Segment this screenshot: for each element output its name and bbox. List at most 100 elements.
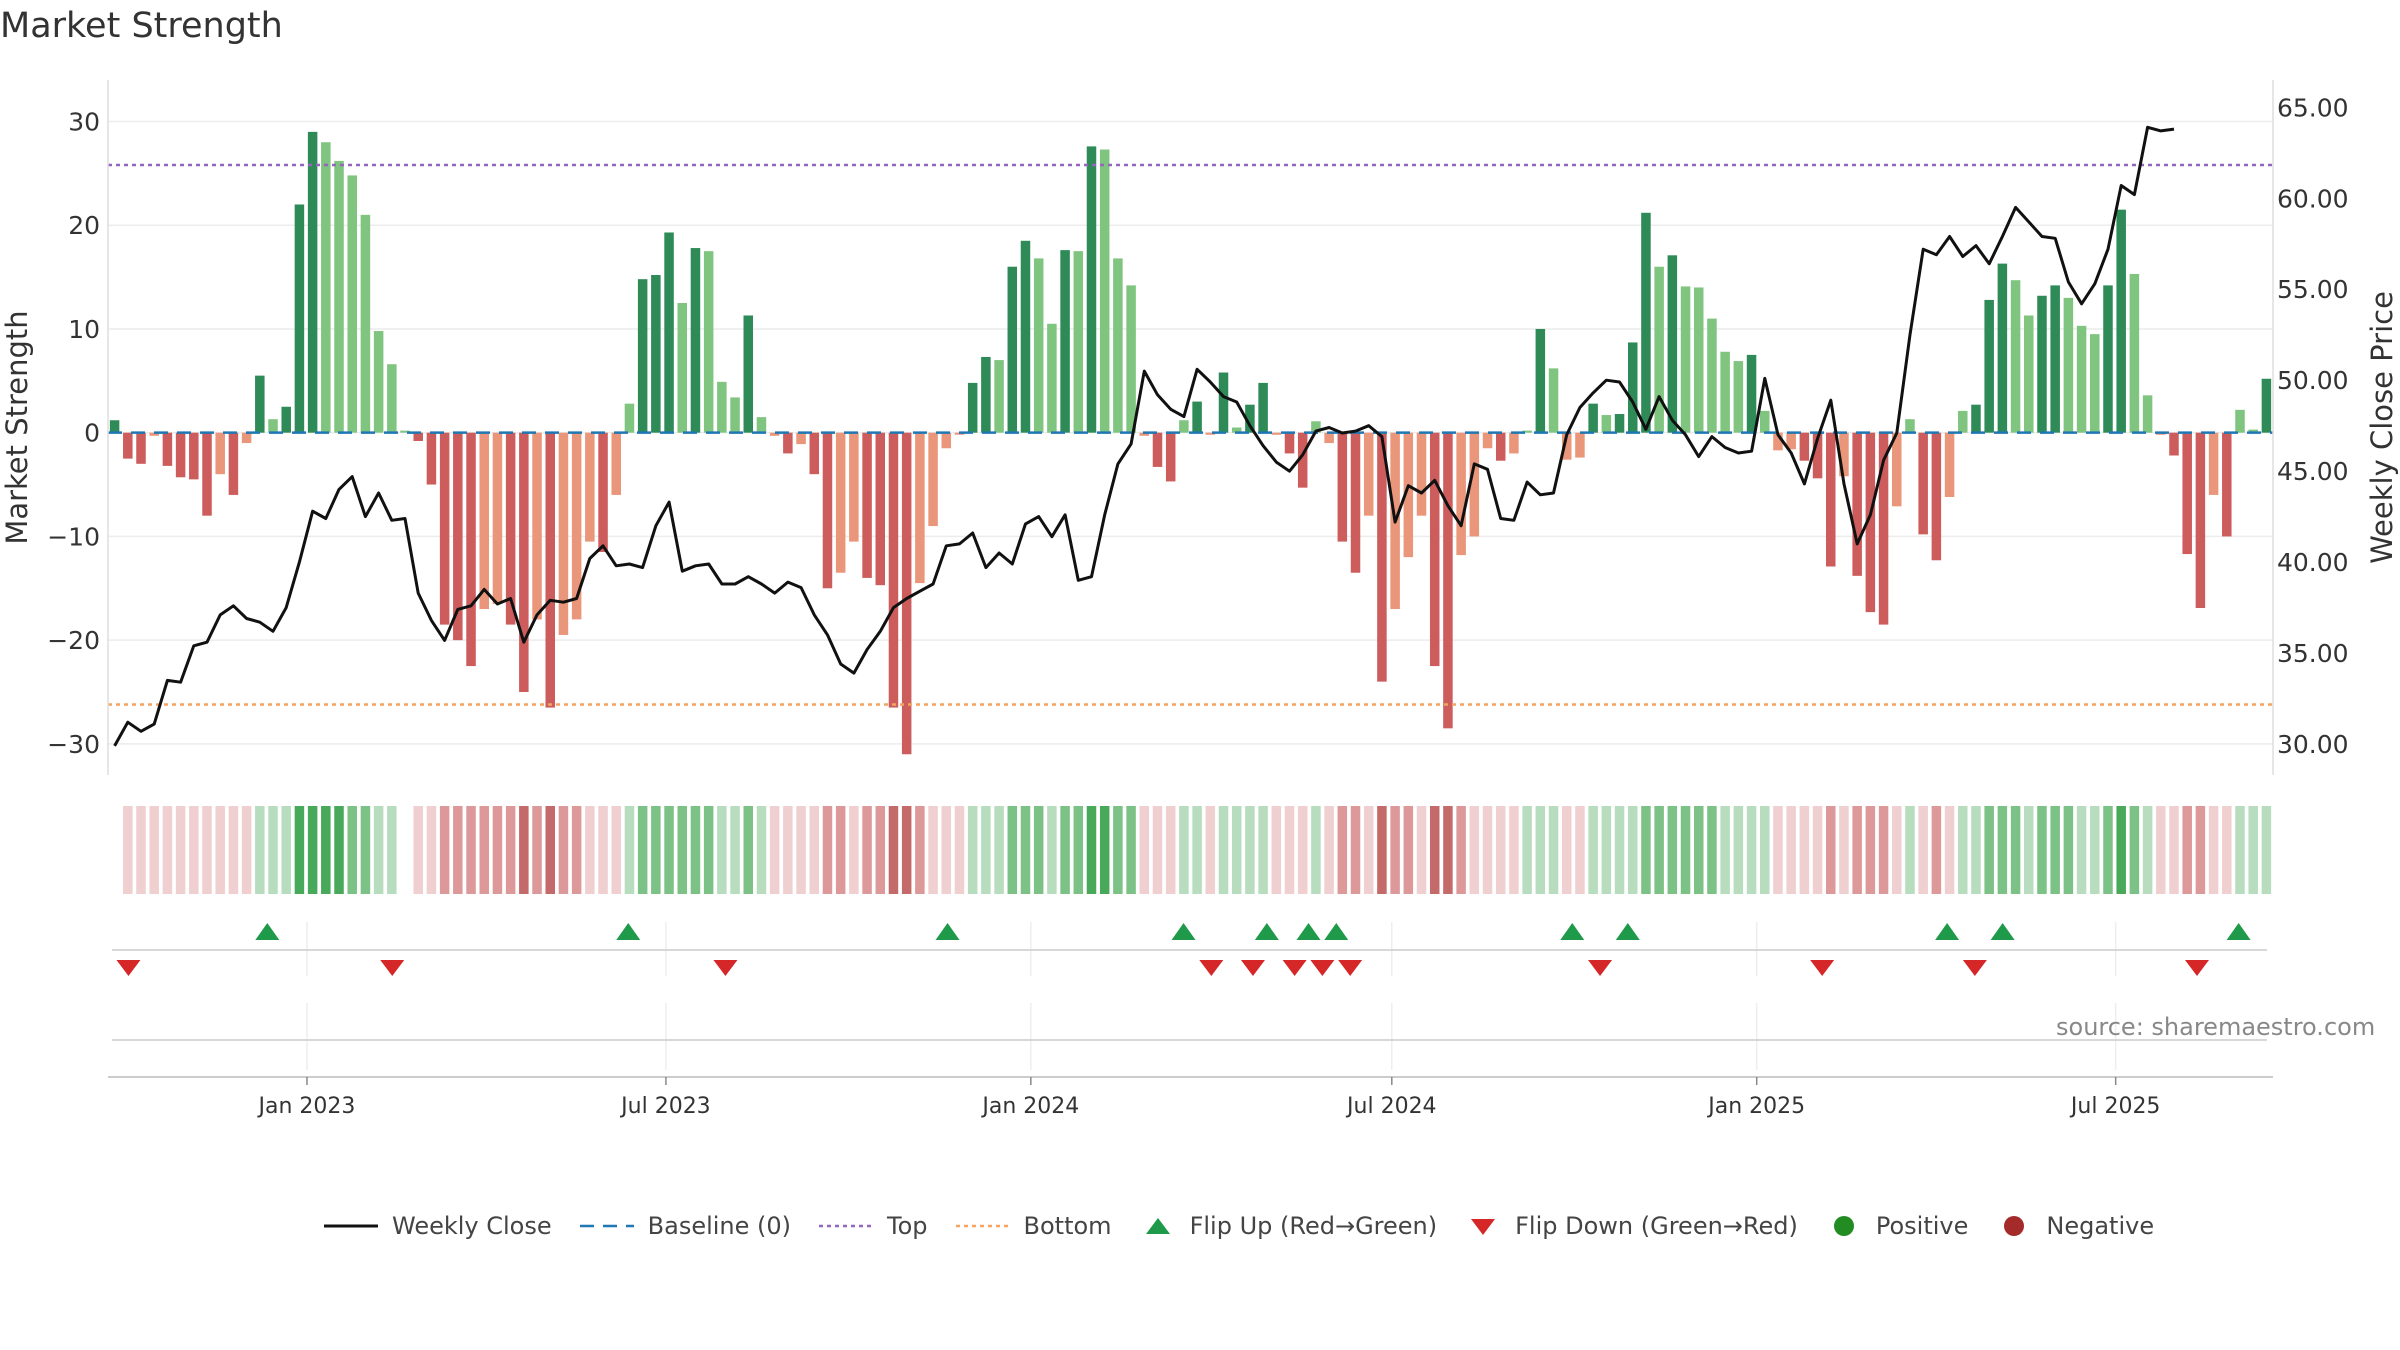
heat-cell: [1231, 806, 1242, 894]
strength-bar: [189, 432, 199, 480]
flip-down-marker: [1310, 960, 1335, 976]
strength-bar: [1984, 299, 1994, 433]
strength-bar: [360, 214, 371, 433]
legend-item-bottom: Bottom: [954, 1212, 1112, 1240]
heat-cell: [1892, 806, 1902, 894]
heat-cell: [1337, 806, 1348, 894]
strength-bar: [2037, 295, 2047, 433]
heat-cell: [1773, 806, 1783, 894]
strength-bar: [2010, 280, 2021, 433]
strength-bar: [1192, 401, 1202, 433]
strength-bar: [2116, 209, 2126, 433]
heat-cell: [1733, 806, 1744, 894]
strength-bar: [2076, 325, 2087, 433]
y2-tick-label: 50.00: [2277, 366, 2349, 395]
strength-bar: [1443, 432, 1453, 729]
heat-cell: [1020, 806, 1031, 894]
heat-cell: [453, 806, 463, 894]
y-axis-title: Market Strength: [0, 310, 34, 544]
heat-cell: [2010, 806, 2021, 894]
strength-bar: [2050, 285, 2060, 433]
strength-bar: [624, 403, 635, 433]
legend-label-baseline: Baseline (0): [647, 1212, 792, 1240]
strength-bar: [307, 131, 318, 433]
heat-cell: [228, 806, 239, 894]
legend-item-baseline: Baseline (0): [578, 1212, 791, 1240]
strength-bar: [1535, 328, 1546, 433]
legend: Weekly Close Baseline (0) Top Bottom Fli…: [322, 1208, 2180, 1244]
heat-cell: [373, 806, 384, 894]
heat-cell: [1192, 806, 1202, 894]
strength-bar: [1086, 146, 1097, 433]
legend-label-top: Top: [887, 1212, 928, 1240]
strength-bar: [1126, 285, 1136, 433]
strength-bar: [756, 417, 767, 433]
heat-cell: [1007, 806, 1018, 894]
strength-bar: [598, 432, 608, 552]
heat-cell: [1958, 806, 1968, 894]
strength-bar: [1020, 240, 1031, 433]
strength-bar: [1627, 342, 1638, 433]
y2-tick-label: 60.00: [2277, 184, 2349, 213]
strength-bar: [321, 142, 331, 433]
heat-cell: [690, 806, 701, 894]
strength-bar: [453, 432, 463, 641]
flip-down-marker: [2184, 960, 2209, 976]
strength-bar: [2248, 429, 2258, 433]
strength-bar: [1469, 432, 1480, 537]
heat-cell: [717, 806, 727, 894]
flip-up-marker: [1990, 923, 2015, 940]
heat-cell: [558, 806, 569, 894]
strength-bar: [492, 432, 503, 604]
strength-bar: [1139, 432, 1150, 436]
strength-bar: [1654, 266, 1664, 433]
strength-bar: [1205, 432, 1216, 435]
heat-cell: [1971, 806, 1981, 894]
strength-bar: [2090, 334, 2100, 433]
heat-cell: [2024, 806, 2034, 894]
strength-bar: [1997, 263, 2008, 433]
strength-bar: [1456, 432, 1466, 556]
heat-cell: [941, 806, 952, 894]
strength-bar: [2261, 378, 2272, 433]
strength-bar: [1152, 432, 1163, 467]
strength-bar: [202, 432, 212, 516]
heat-cell: [1152, 806, 1163, 894]
strength-bar: [1073, 251, 1084, 433]
strength-bar: [1667, 255, 1678, 433]
strength-bar: [1852, 432, 1862, 576]
heat-cell: [1416, 806, 1427, 894]
strength-bar: [1760, 410, 1770, 433]
strength-bar: [1113, 258, 1123, 433]
x-tick-label: Jul 2023: [619, 1094, 711, 1119]
strength-bar: [1799, 432, 1810, 461]
heat-cell: [1799, 806, 1810, 894]
y2-axis-title: Weekly Close Price: [2365, 291, 2399, 564]
strength-bar: [1588, 403, 1598, 433]
y-tick-label: 20: [68, 211, 100, 240]
strength-bar: [1746, 354, 1757, 433]
flip-up-marker: [616, 923, 641, 940]
flip-down-marker: [380, 960, 405, 976]
flip-down-marker: [1199, 960, 1224, 976]
y2-tick-label: 35.00: [2277, 639, 2349, 668]
heat-cell: [1654, 806, 1664, 894]
heat-cell: [1826, 806, 1836, 894]
strength-bar: [387, 364, 397, 433]
heat-cell: [492, 806, 503, 894]
strength-bar: [1297, 432, 1308, 488]
axes: 30 20 10 0 −10 −20 −30 65.00 60.00 55.00 50.00 45.0…: [0, 80, 2399, 1119]
legend-label-negative: Negative: [2046, 1212, 2155, 1240]
legend-line-swatch: [324, 1224, 378, 1228]
heat-cell: [136, 806, 146, 894]
strength-bar: [730, 397, 740, 433]
y-tick-label: −30: [47, 730, 100, 759]
strength-bar: [1720, 351, 1730, 433]
strength-bar: [585, 432, 595, 542]
flip-down-marker: [116, 960, 141, 976]
heat-cell: [994, 806, 1004, 894]
heat-cell: [400, 806, 410, 894]
strength-bar: [255, 375, 265, 433]
heat-cell: [2090, 806, 2100, 894]
heat-cell: [189, 806, 199, 894]
